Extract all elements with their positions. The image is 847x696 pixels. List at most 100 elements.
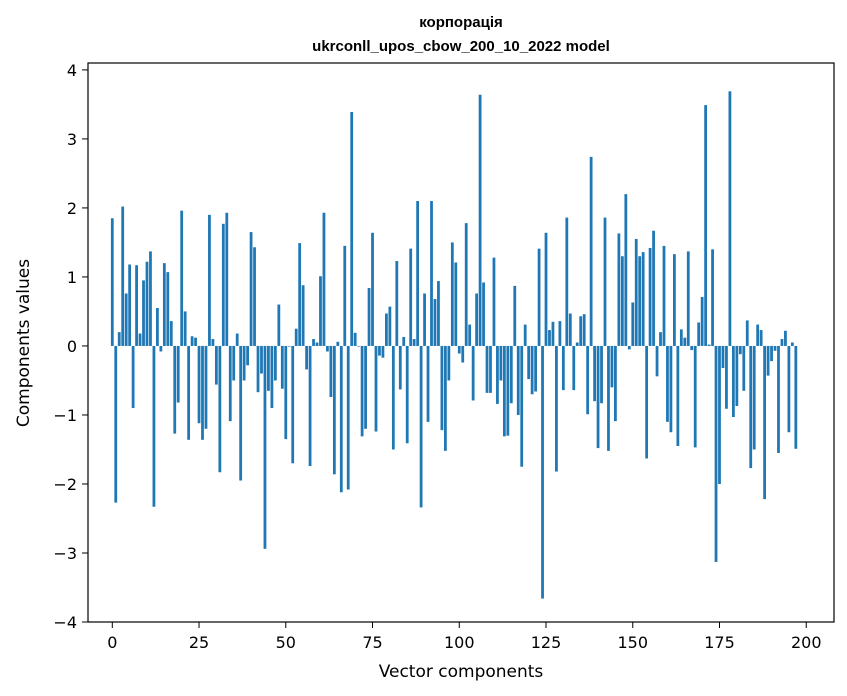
bar [471,345,475,401]
bar [273,345,277,381]
bar [156,307,159,346]
bar [332,345,336,475]
bar [718,345,721,484]
bar [551,321,555,346]
bar [652,230,655,346]
y-tick-label: −2 [53,475,77,494]
bar [513,285,517,346]
bar [312,339,315,346]
bar [738,345,742,355]
y-tick-label: 1 [67,268,77,287]
bar [201,345,204,440]
bar [374,345,378,432]
bar [454,262,458,346]
bar [225,212,229,346]
bar [214,345,218,385]
x-tick-label: 100 [444,633,475,652]
bars-group [110,91,798,599]
y-axis-ticks: −4 −3 −2 −1 0 1 2 3 4 [53,61,88,632]
bar [124,293,128,346]
bar [110,218,114,346]
bar [530,345,534,395]
bar [697,322,701,346]
bar [287,345,291,347]
bar [138,333,142,346]
bar [745,320,749,346]
bar [773,345,777,351]
bar [405,345,409,444]
bar [142,280,145,346]
bar [721,345,725,369]
bar [360,345,364,437]
bar [509,345,513,404]
bar [790,342,794,346]
bar [485,345,489,393]
y-tick-label: 4 [67,61,77,80]
bar [686,251,690,346]
bar [794,345,798,449]
bar [409,248,413,346]
bar [683,337,687,346]
bar [256,345,260,393]
bar [173,345,177,434]
bar [700,296,704,346]
bar [117,332,121,346]
bar [280,345,284,389]
bar [218,345,222,473]
bar [412,339,416,346]
y-tick-label: −4 [53,613,77,632]
bar [131,345,135,409]
bar [614,345,617,422]
bar [416,201,420,346]
bar [631,302,635,346]
bar [388,306,392,346]
bar [419,345,423,508]
x-tick-label: 150 [617,633,648,652]
bar [440,345,444,431]
bar [242,345,246,381]
bar [662,245,666,346]
bar [423,293,426,346]
bar [742,345,746,391]
plot-frame [87,62,835,623]
bar [232,345,236,381]
chart-subtitle: ukrconll_upos_cbow_200_10_2022 model [312,38,610,55]
bar [263,345,267,549]
chart-title: корпорація [419,14,503,31]
bar [430,201,433,346]
x-tick-label: 175 [704,633,735,652]
bar [291,345,295,464]
bar [607,345,610,451]
x-tick-label: 125 [531,633,562,652]
bar [780,339,784,346]
x-tick-label: 0 [107,633,117,652]
bar [319,276,322,346]
bar [676,345,680,447]
y-axis-label: Components values [14,259,34,427]
bar [194,337,197,346]
bar [548,330,551,346]
bar [267,345,270,391]
bar [596,345,600,449]
bar [336,341,340,346]
bar [357,345,361,347]
bar [638,256,642,346]
bar [190,336,194,346]
bar [444,345,447,451]
bar [620,256,624,346]
bar [221,223,225,346]
bar [385,313,388,346]
bar [586,345,590,415]
bar [714,345,718,562]
bar [322,212,326,346]
bar [180,210,184,346]
x-tick-label: 25 [189,633,209,652]
bar [669,345,673,433]
x-axis-label: Vector components [379,662,544,682]
bar [277,304,281,346]
bar [176,345,180,403]
bar [482,282,485,346]
bar [784,330,787,346]
y-tick-label: −1 [53,406,77,425]
bar [235,333,239,346]
